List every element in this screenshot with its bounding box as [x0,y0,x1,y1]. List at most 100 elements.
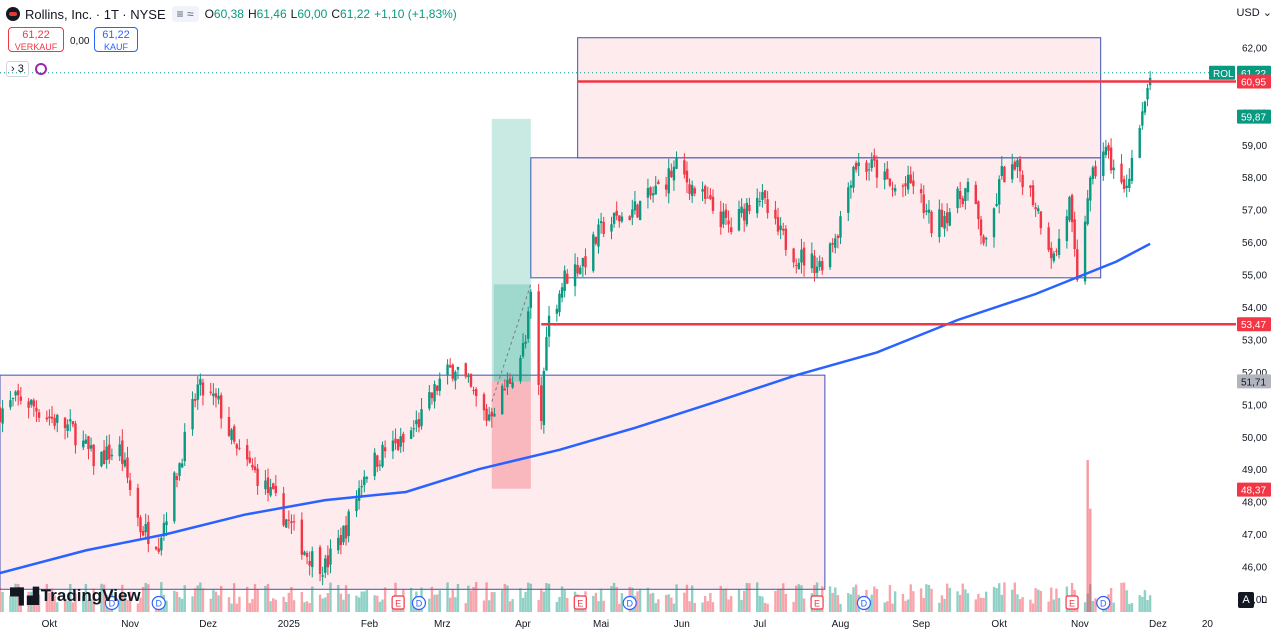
price-label: 59,87 [1241,113,1266,124]
candle-body [19,396,23,401]
candle-body [165,521,168,526]
candle-body [14,391,17,396]
volume-bar [524,591,527,612]
indicator-toggle[interactable]: › 3 [6,61,47,77]
volume-bar [1128,603,1131,612]
volume-bar [303,602,306,612]
candle-body [672,166,676,181]
volume-bar [901,594,905,612]
volume-bar [128,591,132,612]
sell-button[interactable]: 61,22 VERKAUF [8,27,64,52]
ohlc-high: H61,46 [247,7,287,21]
price-label: 60,95 [1241,78,1266,89]
candle-body [1065,216,1069,242]
candle-body [966,181,970,193]
currency-selector[interactable]: USD ⌄ [1236,7,1272,19]
candle-body [118,444,121,457]
volume-bar [597,601,600,612]
volume-bar [50,588,54,612]
volume-bar [37,594,41,612]
volume-bar [701,602,704,612]
candle-body [74,423,77,446]
volume-bar [308,603,311,612]
volume-bar [342,599,345,612]
position-path [491,284,532,402]
volume-bar [287,592,291,612]
price-label: 48,37 [1241,486,1266,497]
candle-body [48,416,51,419]
symbol-title[interactable]: Rollins, Inc. · 1T · NYSE [25,6,166,22]
price-change: +1,10 (+1,83%) [374,7,457,21]
volume-bar [433,594,436,612]
volume-bar [1031,603,1035,612]
candle-body [180,463,184,468]
candle-body [490,411,493,417]
candle-body [464,363,467,377]
volume-bar [729,596,733,612]
candle-body [961,198,964,205]
candle-body [703,186,707,199]
volume-bar [547,583,551,612]
x-tick-label: Dez [199,619,217,630]
candle-body [71,421,75,425]
volume-bar [339,593,343,612]
auto-scale-button[interactable]: A [1238,592,1254,608]
volume-bar [53,595,56,612]
candle-body [1091,167,1095,179]
volume-bar [945,583,949,612]
candle-body [305,553,309,557]
volume-bar [758,595,762,612]
indicator-count[interactable]: › 3 [6,61,29,77]
candle-body [344,525,348,539]
volume-bar [214,591,218,612]
buy-label: KAUF [103,42,128,52]
buy-button[interactable]: 61,22 KAUF [94,27,138,52]
earnings-marker [1065,595,1079,610]
sync-icon[interactable] [34,63,47,75]
volume-bar [209,598,212,612]
volume-bar [238,596,241,612]
volume-bar [251,599,254,612]
volume-bar [675,584,678,612]
event-label: D [1100,599,1107,609]
candle-body [1130,157,1134,181]
volume-bar [703,596,707,612]
candle-body [178,463,181,476]
candle-body [977,201,980,220]
candle-body [56,414,59,423]
candle-body [472,389,475,391]
candle-body [854,163,858,170]
candle-body [321,575,324,577]
volume-bar [1148,595,1152,612]
volume-bar [722,588,725,612]
log-scale-button[interactable]: L [1261,594,1268,606]
candle-body [602,221,605,234]
candle-body [940,209,944,228]
candle-body [282,493,285,526]
volume-bar [540,588,543,612]
volume-bar [847,593,850,612]
volume-bar [727,599,730,612]
volume-bar [982,597,985,612]
volume-bar [467,585,470,612]
candle-body [89,445,93,449]
candle-body [597,224,600,247]
chart-type-icon[interactable]: ≡ ≈ [171,6,199,22]
candle-body [566,273,569,284]
candle-body [813,255,816,274]
candle-body [141,530,145,536]
candle-body [519,357,522,381]
candle-body [126,457,129,478]
candle-body [485,408,488,421]
volume-bar [212,590,215,612]
volume-bar [337,584,340,612]
candle-body [214,393,218,398]
volume-bar [66,600,69,612]
volume-bar [19,600,23,612]
volume-bar [344,585,348,612]
volume-bar [1141,596,1144,612]
candle-body [1138,128,1141,158]
volume-bar [529,583,533,612]
volume-bar [511,599,514,612]
